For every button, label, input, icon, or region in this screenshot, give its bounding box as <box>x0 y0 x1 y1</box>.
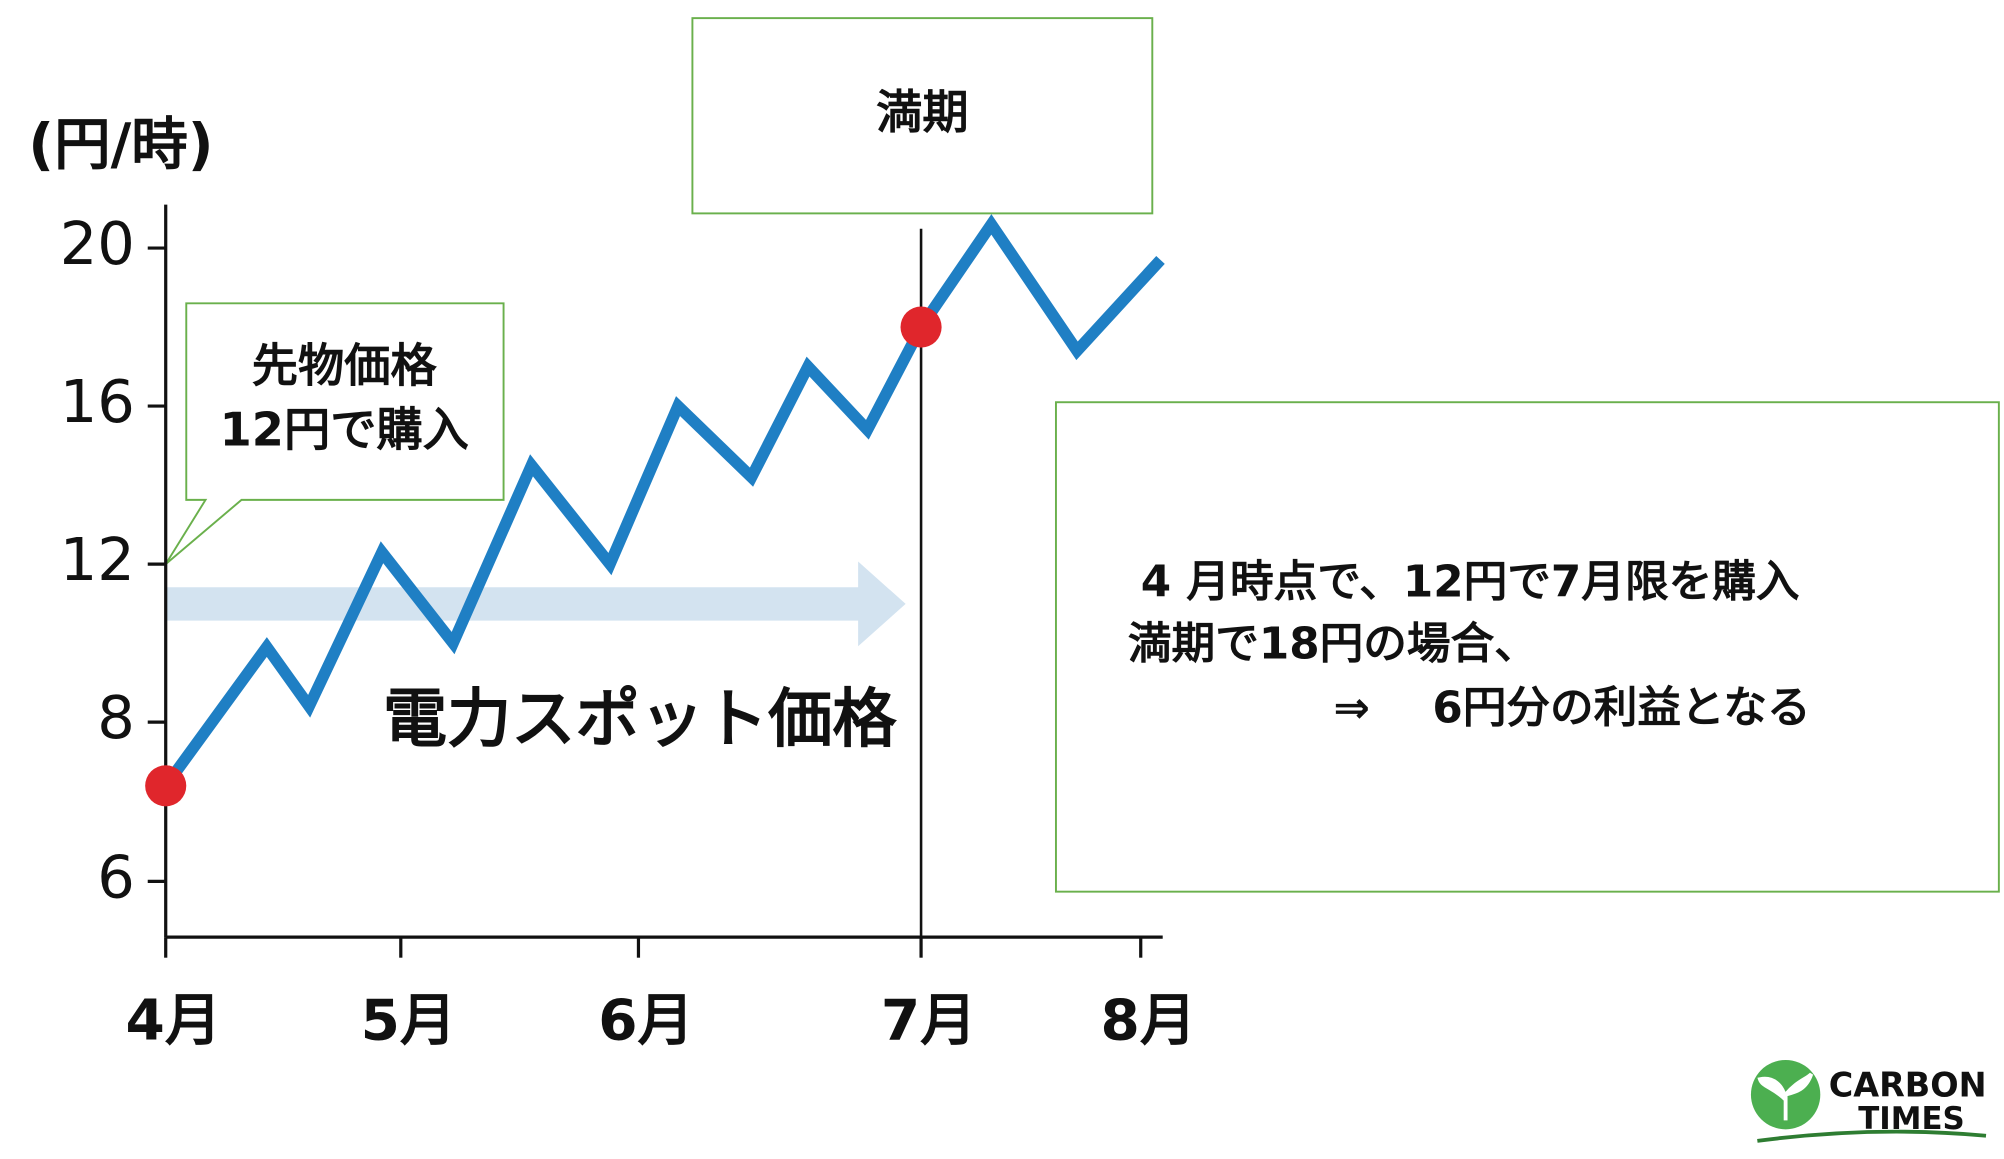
x-tick-label: 6月 <box>598 989 694 1054</box>
y-tick-label: 12 <box>60 525 135 594</box>
maturity-box <box>691 17 1154 215</box>
explanation-text: 4 月時点で、12円で7月限を購入 <box>1141 557 1800 608</box>
logo-leaf <box>1757 1072 1814 1121</box>
arrow <box>165 561 906 647</box>
callout-box <box>164 302 505 565</box>
callout-text: 先物価格 <box>252 338 438 392</box>
logo: CARBON TIMES <box>1750 1059 1987 1143</box>
callout-text: 12円で購入 <box>220 403 469 457</box>
explanation-box <box>1054 401 2000 893</box>
y-tick-label: 8 <box>97 683 135 752</box>
series-line <box>161 214 1165 790</box>
x-tick-label: 7月 <box>881 989 977 1054</box>
logo-swoosh <box>1757 1129 1987 1143</box>
x-tick-label: 4月 <box>126 989 222 1054</box>
series-label: 電力スポット価格 <box>383 682 898 757</box>
y-tick-label: 6 <box>97 842 135 911</box>
logo-text: CARBON <box>1829 1065 1987 1104</box>
explanation-text: 満期で18円の場合、 <box>1128 618 1538 669</box>
highlight-point <box>145 765 187 807</box>
explanation-text: ⇒ <box>1333 683 1370 734</box>
explanation-text: 6円分の利益となる <box>1432 683 1810 734</box>
maturity-label: 満期 <box>876 85 968 139</box>
x-tick-label: 8月 <box>1101 989 1197 1054</box>
y-axis-label: (円/時) <box>28 112 213 177</box>
x-tick-label: 5月 <box>361 989 457 1054</box>
y-tick-label: 20 <box>60 209 135 278</box>
highlight-point <box>900 306 942 348</box>
y-tick-label: 16 <box>60 367 135 436</box>
